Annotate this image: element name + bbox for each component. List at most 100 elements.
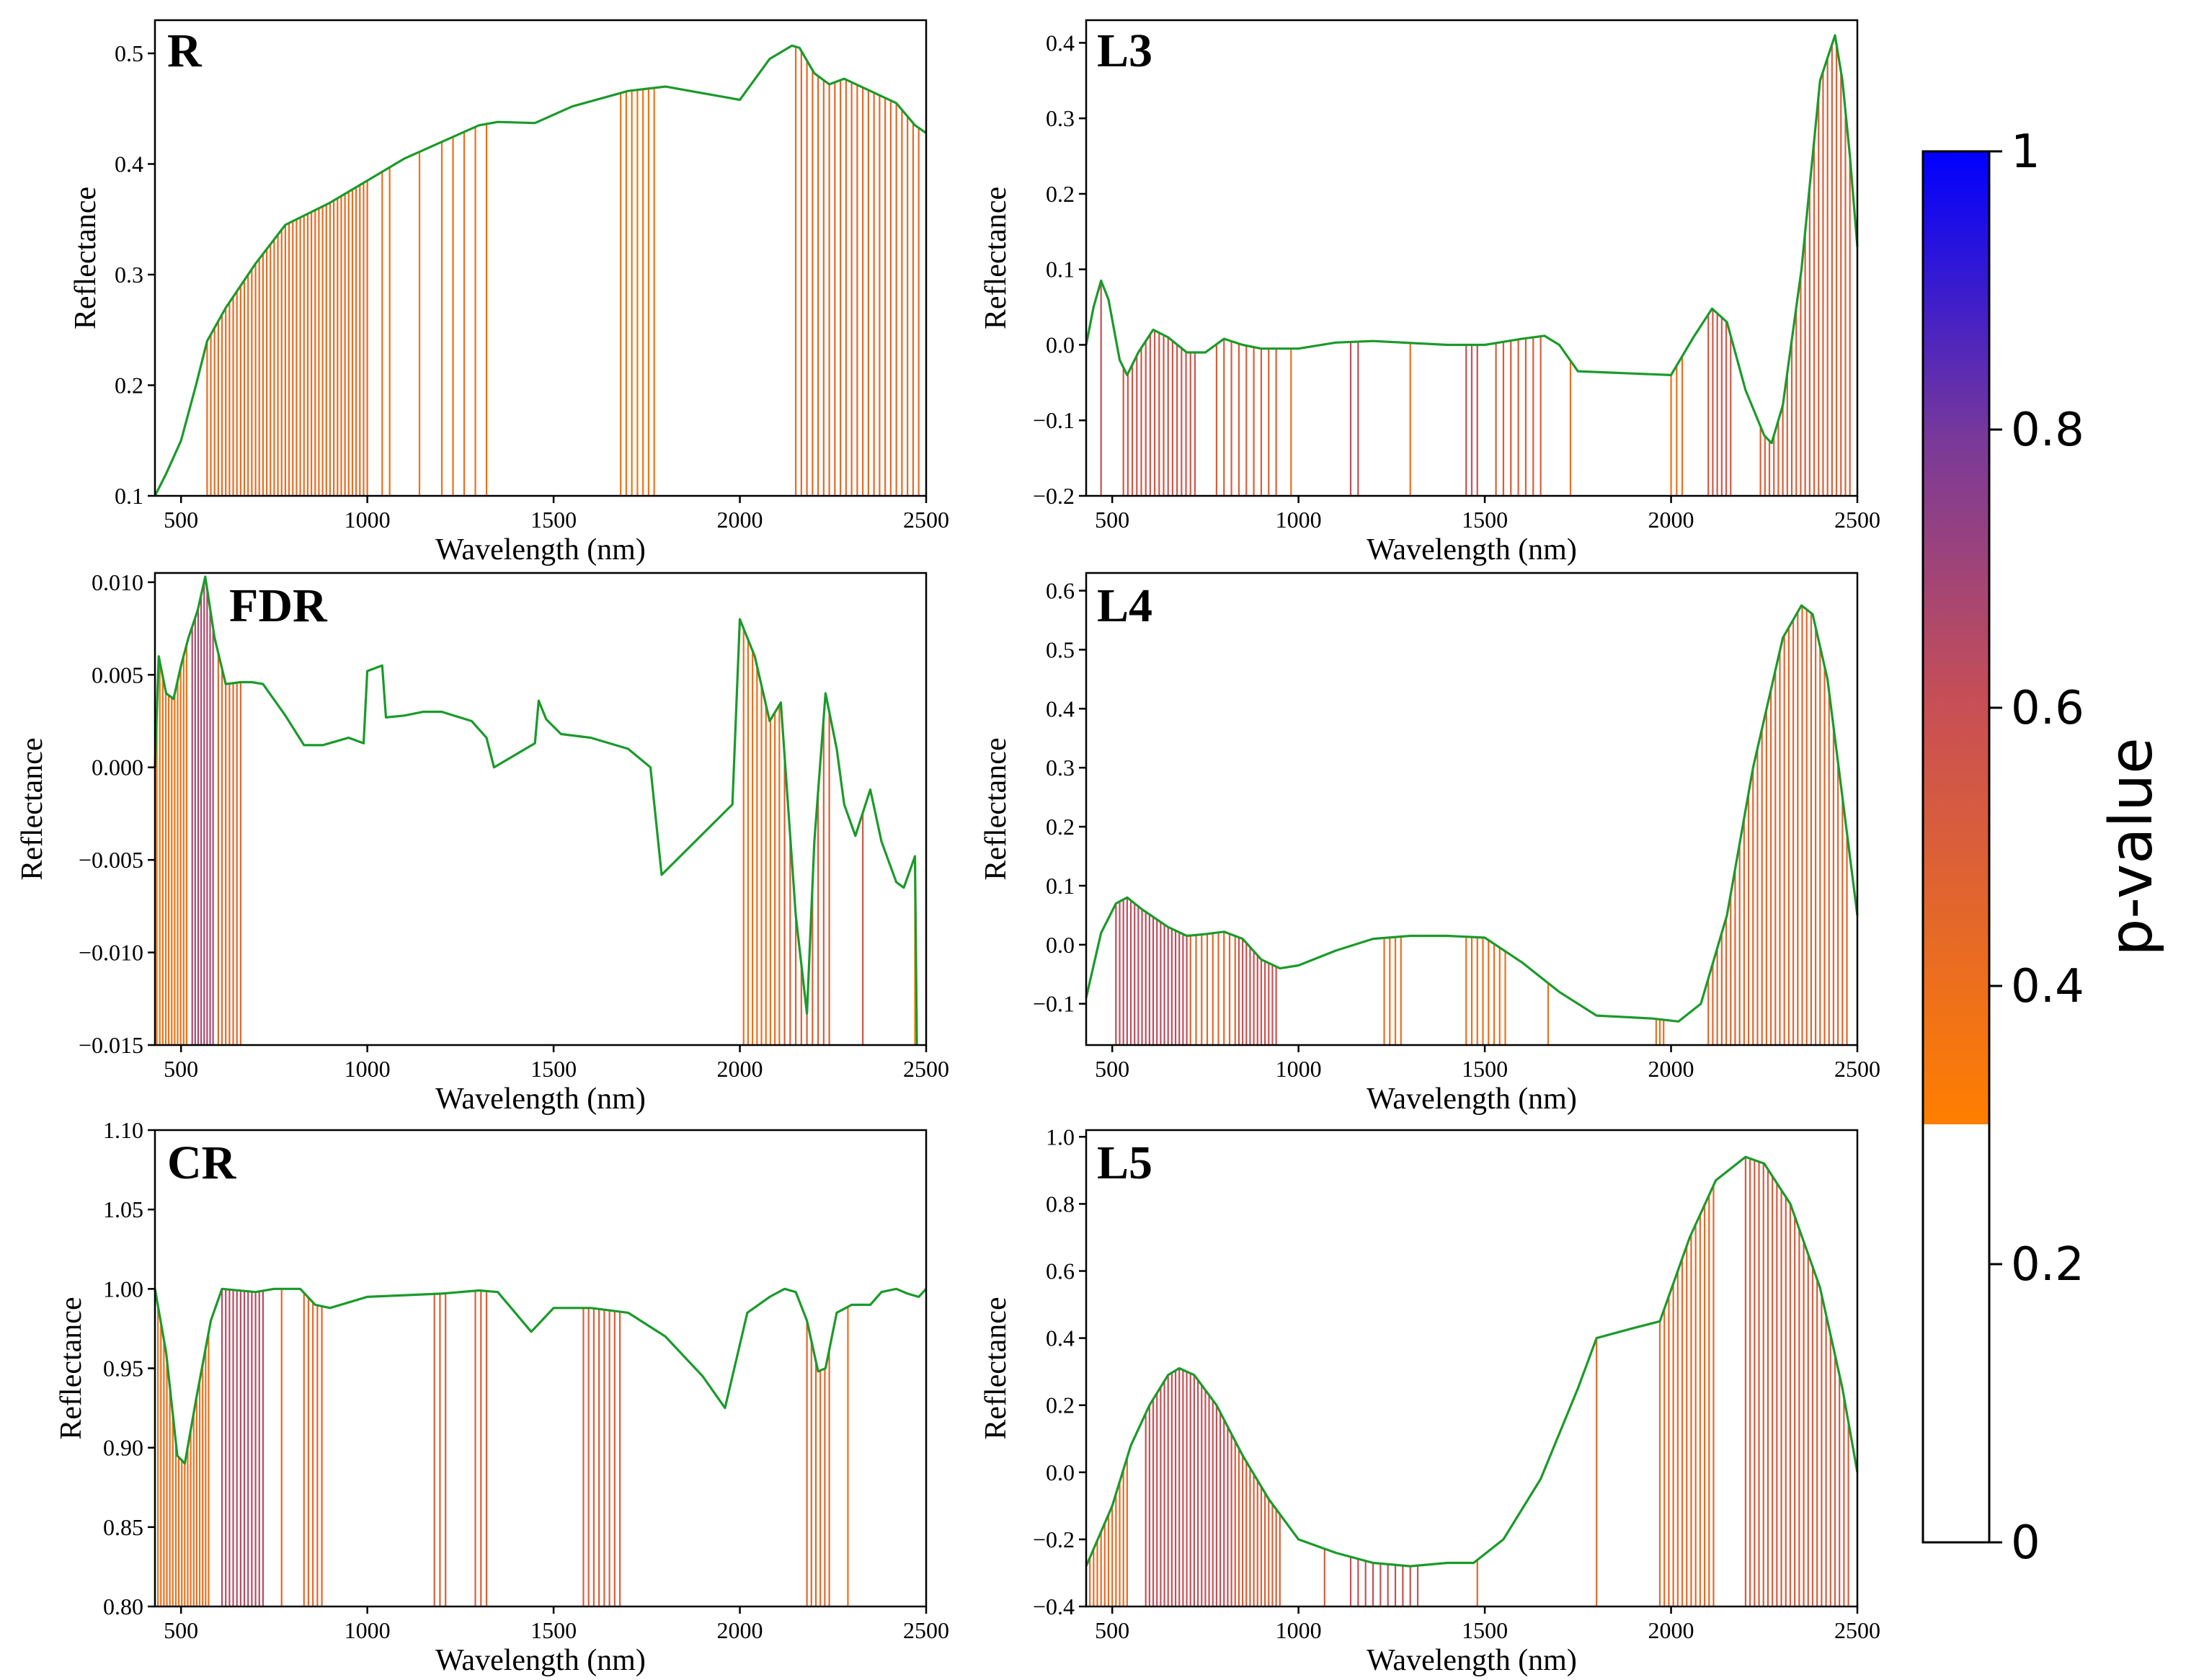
- x-tick-label: 2000: [717, 507, 763, 533]
- y-tick-label: 0.010: [92, 569, 143, 595]
- x-tick-label: 2500: [903, 1617, 949, 1643]
- y-tick-label: 1.10: [103, 1117, 143, 1143]
- x-tick-label: 1000: [345, 1617, 391, 1643]
- y-tick-label: 0.1: [1046, 873, 1075, 899]
- colorbar-white-segment: [1923, 1124, 1989, 1542]
- x-tick-label: 2500: [1834, 1617, 1880, 1643]
- y-tick-label: 0.2: [1046, 181, 1075, 207]
- x-tick-label: 2500: [1834, 1056, 1880, 1082]
- x-tick-label: 2500: [903, 507, 949, 533]
- axes-frame: [1085, 19, 1859, 497]
- x-axis-label: Wavelength (nm): [1367, 1644, 1577, 1677]
- spectrum-line: [154, 1287, 928, 1465]
- y-tick-label: 0.5: [1046, 636, 1075, 662]
- axes-frame: [1085, 1129, 1859, 1608]
- y-tick-label: 0.8: [1046, 1191, 1075, 1217]
- y-tick-label: 0.85: [103, 1514, 143, 1540]
- axes-frame: [154, 1129, 928, 1608]
- y-tick-label: 0.0: [1046, 932, 1075, 958]
- y-tick-label: 1.00: [103, 1276, 143, 1302]
- y-tick-label: 0.6: [1046, 578, 1075, 604]
- y-tick-label: −0.2: [1033, 483, 1075, 509]
- panel-title: L5: [1097, 1137, 1152, 1189]
- panel-FDR: 500 1000 1500 2000 2500 −0.015 −0.010 −0.005 0.0…: [16, 569, 949, 1116]
- x-axis-label: Wavelength (nm): [1367, 533, 1577, 566]
- x-tick-label: 2500: [1834, 507, 1880, 533]
- x-tick-label: 500: [164, 1617, 198, 1643]
- y-tick-label: 0.95: [103, 1356, 143, 1382]
- panel-title: FDR: [229, 579, 328, 632]
- x-axis-label: Wavelength (nm): [1367, 1083, 1577, 1116]
- y-axis-label: Reflectance: [979, 1297, 1013, 1439]
- x-axis-label: Wavelength (nm): [435, 1083, 646, 1116]
- x-tick-label: 1000: [1276, 1617, 1322, 1643]
- colorbar-tick-label: 0.4: [2011, 960, 2084, 1013]
- panel-L5: 500 1000 1500 2000 2500 −0.4 −0.2 0.0 0.2 0.4 0.6 0…: [979, 1124, 1880, 1677]
- y-tick-label: 0.80: [103, 1594, 143, 1619]
- x-tick-label: 1000: [345, 1056, 391, 1082]
- y-tick-label: 0.4: [1046, 695, 1075, 721]
- y-tick-label: 1.05: [103, 1196, 143, 1222]
- y-tick-label: −0.1: [1033, 991, 1075, 1017]
- y-tick-label: −0.2: [1033, 1526, 1075, 1552]
- significant-bands: [156, 582, 916, 1045]
- x-tick-label: 2000: [1648, 507, 1694, 533]
- y-tick-label: 0.4: [1046, 30, 1075, 55]
- panel-title: CR: [167, 1137, 237, 1189]
- significant-bands: [1115, 605, 1848, 1045]
- x-tick-label: 500: [164, 507, 198, 533]
- spectrum-line: [1085, 604, 1859, 1023]
- significant-bands: [1100, 44, 1851, 496]
- panel-title: R: [167, 25, 203, 77]
- x-tick-label: 1500: [1462, 507, 1508, 533]
- x-tick-label: 1500: [530, 1056, 577, 1082]
- x-tick-label: 1000: [345, 507, 391, 533]
- x-tick-label: 2000: [717, 1056, 763, 1082]
- y-axis-label: Reflectance: [979, 187, 1013, 329]
- panel-R: 500 1000 1500 2000 2500 0.1 0.2 0.3 0.4 0.5 Wavele…: [69, 19, 949, 566]
- panel-CR: 500 1000 1500 2000 2500 0.80 0.85 0.90 0.95 1.00 1…: [55, 1117, 949, 1677]
- x-tick-label: 1000: [1276, 1056, 1322, 1082]
- y-axis-label: Reflectance: [69, 187, 102, 329]
- y-tick-label: 0.5: [115, 40, 143, 66]
- y-tick-label: 1.0: [1046, 1124, 1075, 1150]
- axes-frame: [1085, 572, 1859, 1046]
- x-tick-label: 1500: [530, 507, 577, 533]
- y-tick-label: 0.000: [92, 755, 143, 781]
- y-tick-label: −0.005: [79, 847, 143, 873]
- colorbar-tick-label: 0.8: [2011, 404, 2084, 457]
- x-tick-label: 1000: [1276, 507, 1322, 533]
- y-tick-label: −0.4: [1033, 1594, 1075, 1619]
- y-tick-label: 0.1: [115, 483, 143, 509]
- x-tick-label: 1500: [530, 1617, 577, 1643]
- y-tick-label: −0.015: [79, 1032, 143, 1058]
- y-tick-label: 0.1: [1046, 257, 1075, 283]
- panel-L4: 500 1000 1500 2000 2500 −0.1 0.0 0.1 0.2 0.3 0.4 0.…: [979, 572, 1880, 1116]
- y-tick-label: −0.010: [79, 940, 143, 966]
- x-tick-label: 2000: [1648, 1056, 1694, 1082]
- y-tick-label: 0.6: [1046, 1258, 1075, 1284]
- colorbar-label: p-value: [2097, 737, 2166, 956]
- y-axis-label: Reflectance: [16, 737, 49, 880]
- y-tick-label: 0.4: [1046, 1325, 1075, 1351]
- y-tick-label: 0.90: [103, 1435, 143, 1461]
- y-tick-label: 0.005: [92, 662, 143, 688]
- x-tick-label: 1500: [1462, 1056, 1508, 1082]
- colorbar-frame: [1921, 150, 1991, 1544]
- x-axis-label: Wavelength (nm): [435, 1644, 646, 1677]
- significant-bands: [1085, 1157, 1849, 1606]
- spectrum-line: [154, 575, 918, 1046]
- colorbar-tick-label: 0: [2011, 1516, 2040, 1570]
- panel-L3: 500 1000 1500 2000 2500 −0.2 −0.1 0.0 0.1 0.2 0.3 0…: [979, 19, 1880, 566]
- axes-frame: [154, 19, 928, 497]
- x-tick-label: 500: [1095, 1617, 1129, 1643]
- x-tick-label: 500: [1095, 1056, 1129, 1082]
- significant-bands: [154, 1289, 849, 1606]
- y-axis-label: Reflectance: [979, 737, 1013, 880]
- significant-bands: [206, 46, 920, 496]
- colorbar-gradient: [1923, 151, 1989, 1124]
- y-tick-label: 0.2: [1046, 1392, 1075, 1418]
- y-axis-label: Reflectance: [55, 1297, 88, 1439]
- colorbar-tick-label: 0.6: [2011, 682, 2084, 735]
